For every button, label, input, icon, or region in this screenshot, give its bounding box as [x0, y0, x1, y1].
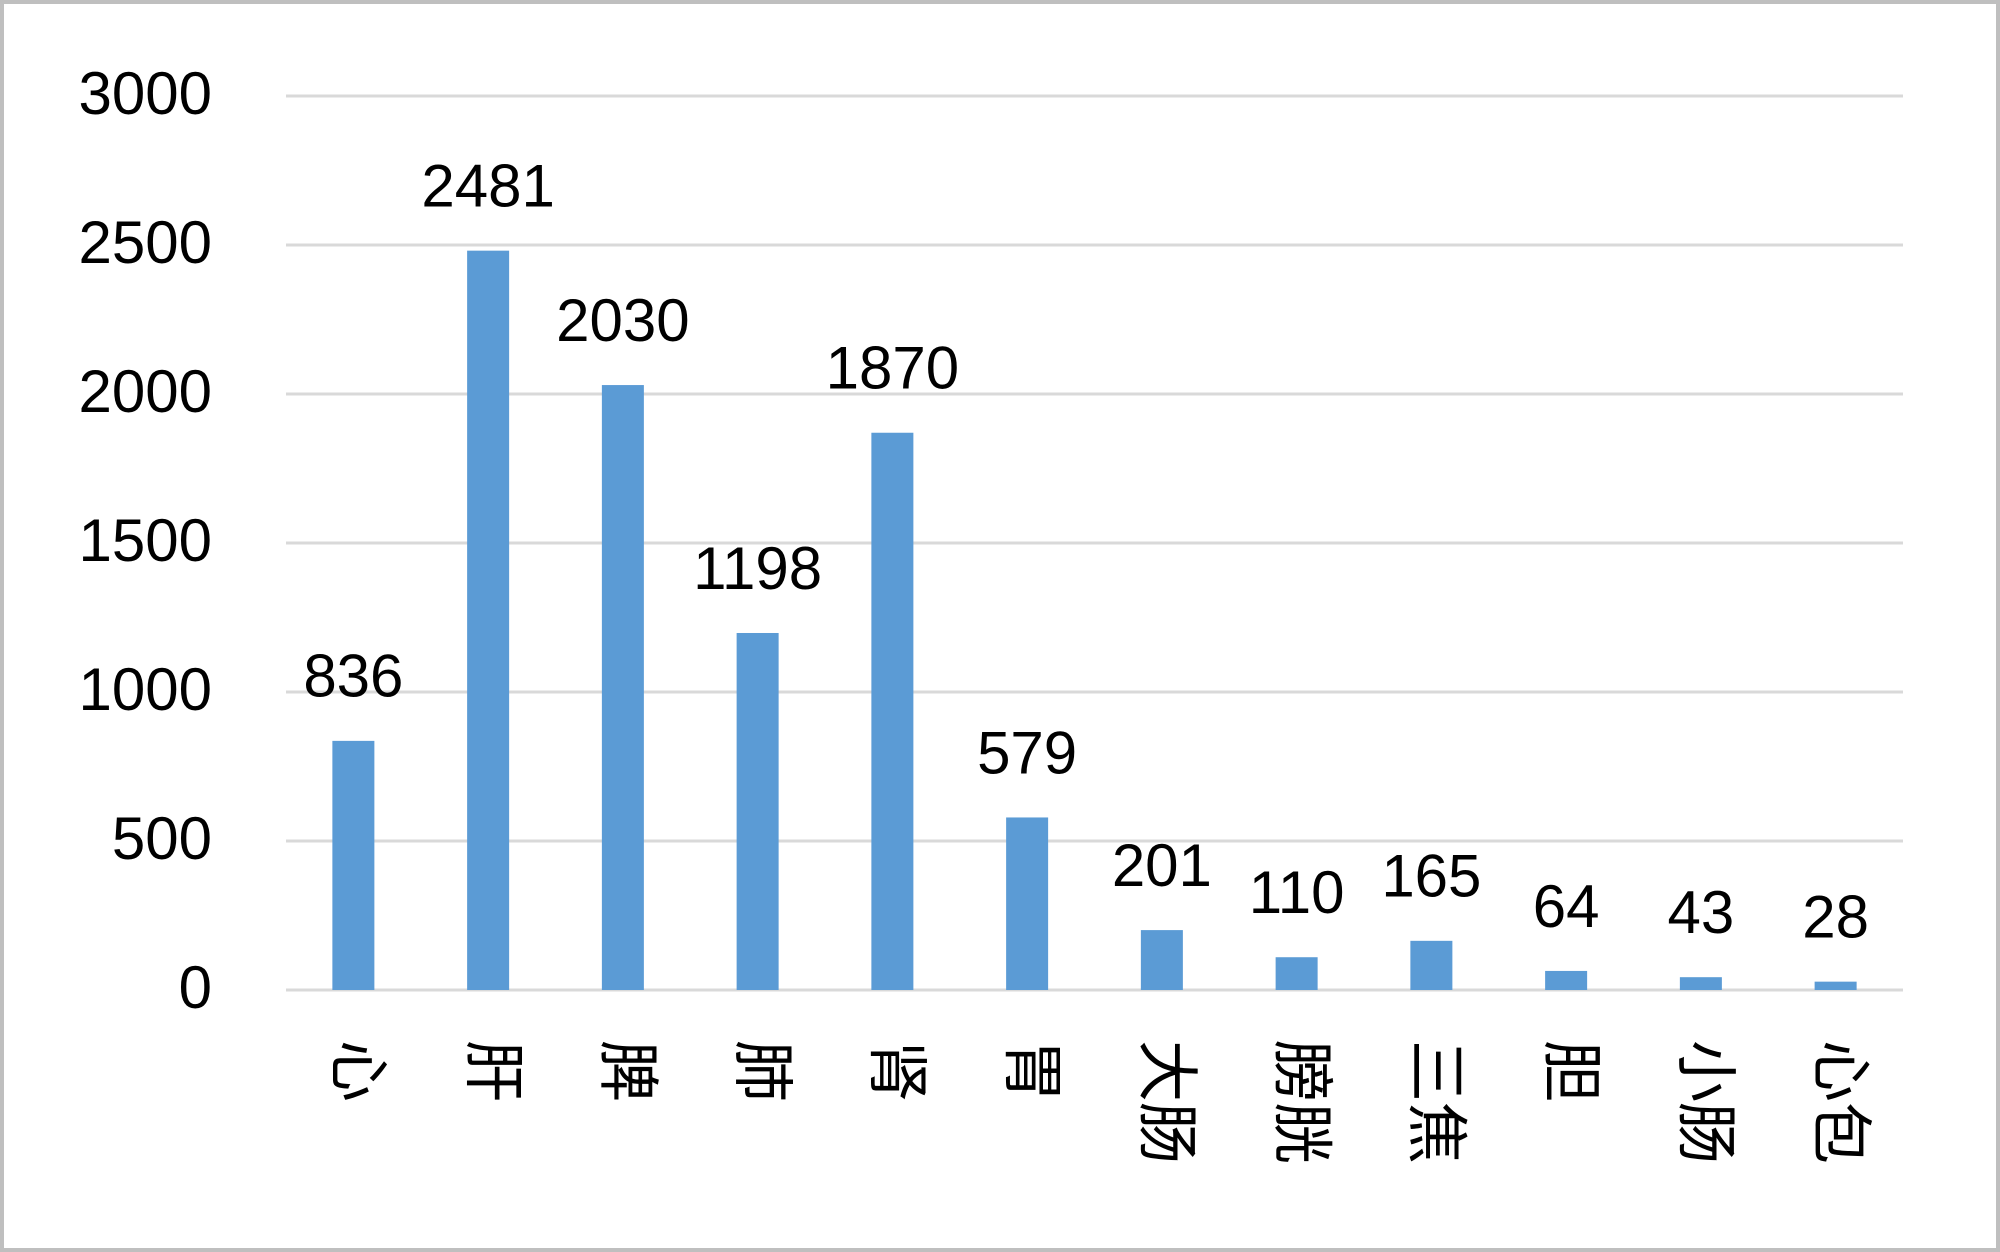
bar [1679, 977, 1722, 990]
value-label: 836 [303, 643, 403, 710]
x-tick-label: 心包 [1805, 1040, 1874, 1164]
x-tick-label: 肾 [862, 1040, 931, 1102]
bar [736, 632, 779, 990]
x-tick-label: 胃 [997, 1040, 1066, 1102]
value-label: 1870 [826, 335, 959, 402]
x-tick-label: 小肠 [1671, 1040, 1740, 1164]
x-tick-label: 脾 [593, 1040, 662, 1102]
value-label: 165 [1381, 843, 1481, 910]
y-tick-label: 2500 [79, 209, 212, 276]
bar [1545, 970, 1588, 990]
x-tick-label: 肝 [458, 1040, 527, 1102]
y-tick-label: 0 [179, 954, 212, 1021]
bar [467, 250, 510, 991]
bar [1814, 981, 1857, 990]
x-tick-label: 三焦 [1401, 1040, 1470, 1164]
bar [1275, 957, 1318, 990]
value-label: 28 [1802, 883, 1869, 950]
y-tick-label: 1000 [79, 656, 212, 723]
value-label: 201 [1112, 832, 1212, 899]
value-label: 2030 [556, 287, 689, 354]
bar [1006, 817, 1049, 990]
value-label: 2481 [421, 153, 554, 220]
bar [601, 385, 644, 990]
value-label: 1198 [693, 535, 822, 602]
x-tick-label: 膀胱 [1266, 1040, 1335, 1164]
value-label: 579 [977, 719, 1077, 786]
x-tick-label: 肺 [727, 1040, 796, 1102]
x-tick-label: 胆 [1536, 1040, 1605, 1102]
value-label: 110 [1249, 859, 1345, 926]
bar [1140, 930, 1183, 990]
y-tick-label: 3000 [79, 60, 212, 127]
x-tick-label: 大肠 [1132, 1040, 1201, 1164]
x-tick-label: 心 [323, 1040, 392, 1102]
value-label: 64 [1533, 873, 1600, 940]
bar [871, 432, 914, 990]
y-tick-label: 2000 [79, 358, 212, 425]
bar [332, 740, 375, 990]
value-label: 43 [1668, 879, 1735, 946]
y-tick-label: 1500 [79, 507, 212, 574]
bar [1410, 940, 1453, 990]
y-tick-label: 500 [112, 805, 212, 872]
